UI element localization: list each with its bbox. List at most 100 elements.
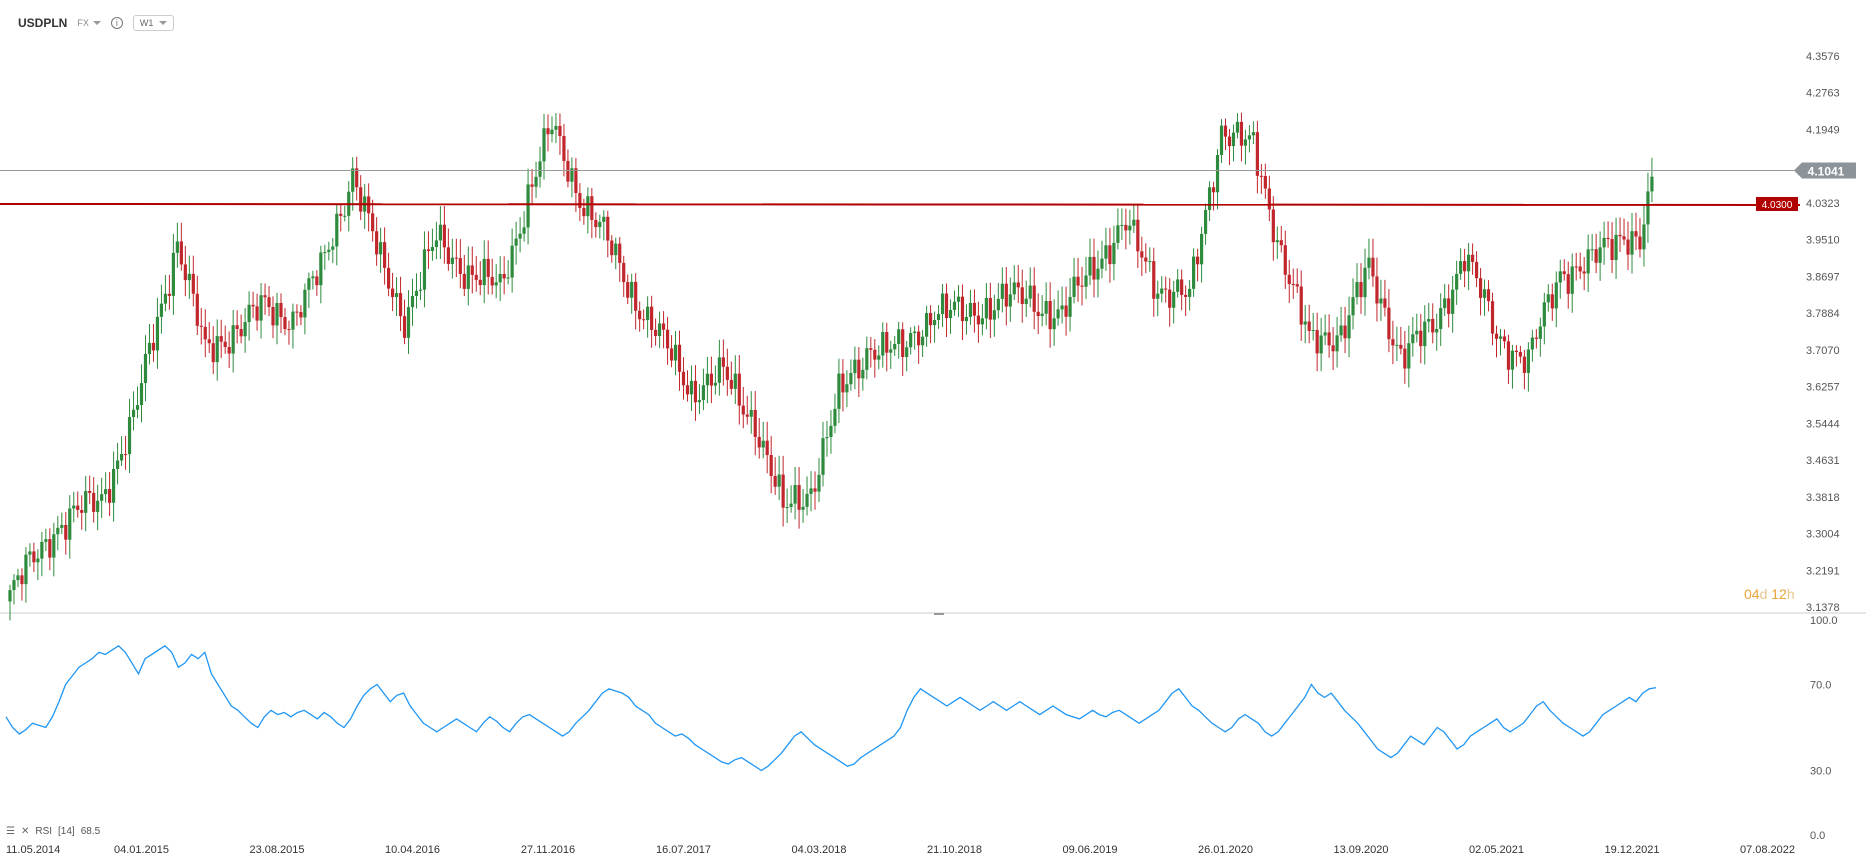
- candle-body: [606, 216, 610, 241]
- info-icon[interactable]: i: [110, 17, 123, 29]
- candle-body: [151, 342, 156, 351]
- candle-body: [279, 302, 283, 318]
- candle-body: [315, 276, 319, 286]
- candle-body: [263, 295, 267, 298]
- x-tick-label: 10.04.2016: [385, 844, 440, 856]
- candle-body: [195, 293, 199, 326]
- candle-body: [1036, 311, 1040, 316]
- candle-body: [1323, 332, 1327, 336]
- candle-body: [1379, 298, 1383, 304]
- candle-body: [1299, 286, 1303, 325]
- candle-body: [685, 385, 690, 395]
- symbol-label[interactable]: USDPLN: [18, 16, 68, 30]
- candle-body: [905, 347, 909, 358]
- candle-body: [303, 289, 307, 318]
- candle-body: [1283, 245, 1287, 275]
- candle-body: [1482, 289, 1487, 298]
- candle-body: [1602, 237, 1606, 248]
- x-tick-label: 02.05.2021: [1469, 844, 1524, 856]
- candle-body: [849, 373, 853, 385]
- candle-body: [1598, 247, 1602, 263]
- candle-body: [1116, 225, 1120, 243]
- close-icon[interactable]: ✕: [20, 826, 30, 837]
- candle-body: [530, 184, 534, 187]
- candle-body: [1459, 261, 1463, 274]
- candle-body: [84, 491, 88, 513]
- candle-body: [590, 196, 594, 220]
- candle-body: [203, 326, 207, 340]
- candle-body: [626, 282, 630, 298]
- candle-body: [1399, 344, 1403, 349]
- candle-body: [1088, 256, 1092, 276]
- x-tick-label: 04.01.2015: [114, 844, 169, 856]
- candle-body: [1546, 294, 1550, 303]
- candle-body: [406, 307, 411, 338]
- candle-body: [379, 242, 383, 255]
- candle-body: [410, 296, 415, 308]
- candle-body: [709, 373, 713, 386]
- candle-body: [355, 168, 359, 188]
- candle-body: [1431, 318, 1435, 333]
- candle-body: [733, 373, 737, 389]
- candle-body: [813, 488, 817, 492]
- candle-body: [422, 249, 427, 290]
- candle-body: [618, 243, 622, 263]
- candle-body: [1259, 175, 1263, 177]
- candle-body: [980, 318, 984, 325]
- candle-countdown: 04d 12h: [1744, 586, 1795, 602]
- candle-body: [1518, 351, 1523, 357]
- candle-body: [1152, 261, 1156, 299]
- candle-body: [546, 128, 550, 135]
- candle-body: [1642, 224, 1646, 250]
- candle-body: [809, 488, 813, 494]
- candle-body: [191, 273, 195, 294]
- candle-body: [1188, 288, 1192, 297]
- price-tick-label: 3.7070: [1806, 345, 1840, 357]
- candle-body: [307, 278, 311, 290]
- candle-body: [785, 507, 789, 509]
- candle-body: [1052, 318, 1056, 330]
- candle-body: [853, 359, 857, 374]
- candle-body: [159, 303, 164, 317]
- candle-body: [1064, 305, 1068, 317]
- price-tick-label: 3.3004: [1806, 529, 1840, 541]
- candle-body: [928, 313, 933, 326]
- market-selector[interactable]: FX: [77, 18, 101, 28]
- candle-body: [913, 331, 917, 334]
- interval-selector[interactable]: W1: [132, 15, 175, 31]
- candle-body: [1092, 256, 1096, 280]
- candle-body: [1044, 301, 1048, 314]
- candle-body: [673, 344, 678, 361]
- price-tick-label: 3.3818: [1806, 492, 1840, 504]
- candle-body: [1522, 356, 1526, 373]
- x-tick-label: 07.08.2022: [1740, 844, 1795, 856]
- candle-body: [1132, 219, 1136, 226]
- settings-icon[interactable]: ☰: [6, 826, 15, 837]
- x-tick-label: 13.09.2020: [1333, 844, 1388, 856]
- candle-body: [534, 176, 538, 187]
- candle-body: [175, 241, 179, 253]
- level-tag-label: 4.0300: [1762, 200, 1793, 211]
- candle-body: [845, 384, 849, 393]
- candle-body: [976, 315, 981, 325]
- candle-body: [582, 207, 586, 217]
- candle-body: [825, 437, 829, 439]
- candle-body: [343, 215, 347, 217]
- candle-body: [713, 382, 717, 386]
- candle-body: [944, 293, 949, 319]
- candle-body: [335, 213, 339, 247]
- current-price-tag: [1794, 162, 1856, 179]
- candle-body: [1016, 282, 1020, 288]
- candle-body: [1040, 313, 1044, 316]
- candle-body: [1622, 236, 1626, 240]
- level-line: [0, 202, 1801, 206]
- candle-body: [1060, 305, 1064, 310]
- candle-body: [486, 258, 490, 277]
- candle-body: [1630, 231, 1634, 255]
- candle-body: [1279, 240, 1283, 246]
- candle-body: [1427, 318, 1431, 322]
- price-tick-label: 3.6257: [1806, 382, 1840, 394]
- candle-body: [1538, 326, 1542, 339]
- rsi-legend: ☰ ✕ RSI [14] 68.5: [6, 826, 100, 837]
